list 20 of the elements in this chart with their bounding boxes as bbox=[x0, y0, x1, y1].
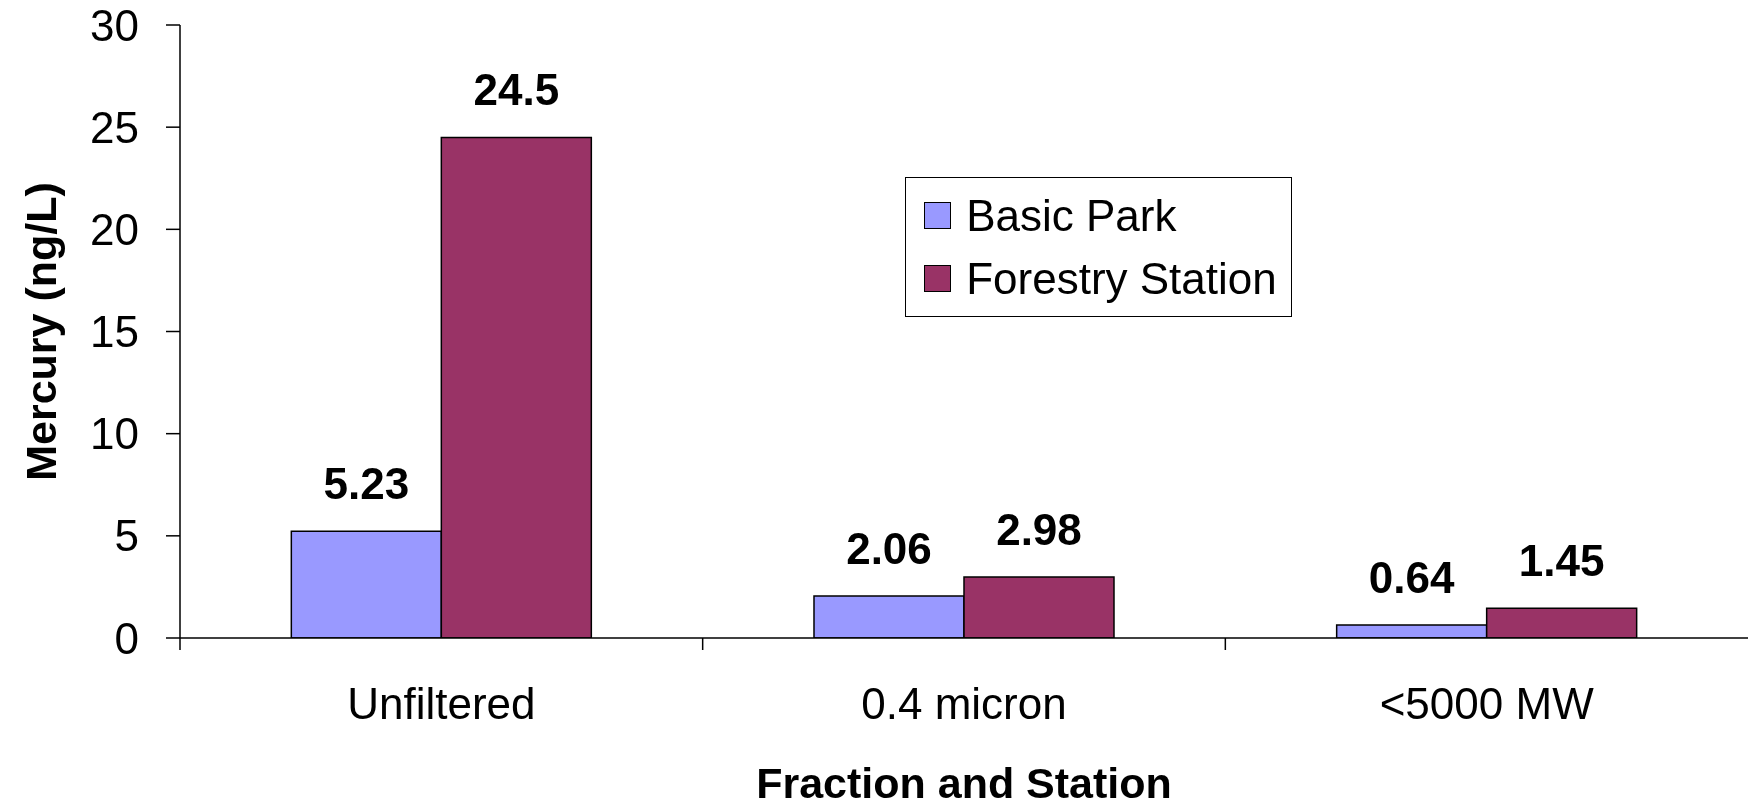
x-tick-label: Unfiltered bbox=[347, 679, 536, 728]
data-label: 2.06 bbox=[846, 523, 932, 573]
y-tick-label: 30 bbox=[90, 0, 139, 50]
data-label: 24.5 bbox=[473, 65, 560, 115]
data-label: 5.23 bbox=[323, 459, 410, 509]
data-label: 1.45 bbox=[1518, 536, 1605, 586]
legend-label: Basic Park bbox=[966, 190, 1177, 241]
x-tick-label: <5000 MW bbox=[1379, 679, 1595, 728]
y-axis-title: Mercury (ng/L) bbox=[17, 182, 65, 481]
data-label: 2.98 bbox=[996, 505, 1082, 555]
x-axis-title: Fraction and Station bbox=[756, 759, 1172, 807]
legend-label: Forestry Station bbox=[966, 253, 1277, 304]
y-tick-label: 5 bbox=[114, 511, 139, 561]
y-tick-label: 25 bbox=[90, 102, 139, 152]
y-tick-label: 15 bbox=[90, 307, 139, 357]
y-tick-label: 10 bbox=[90, 409, 139, 459]
y-tick-label: 20 bbox=[90, 204, 139, 254]
data-label: 0.64 bbox=[1368, 552, 1456, 602]
y-tick-label: 0 bbox=[114, 613, 139, 663]
x-tick-label: 0.4 micron bbox=[861, 679, 1067, 728]
